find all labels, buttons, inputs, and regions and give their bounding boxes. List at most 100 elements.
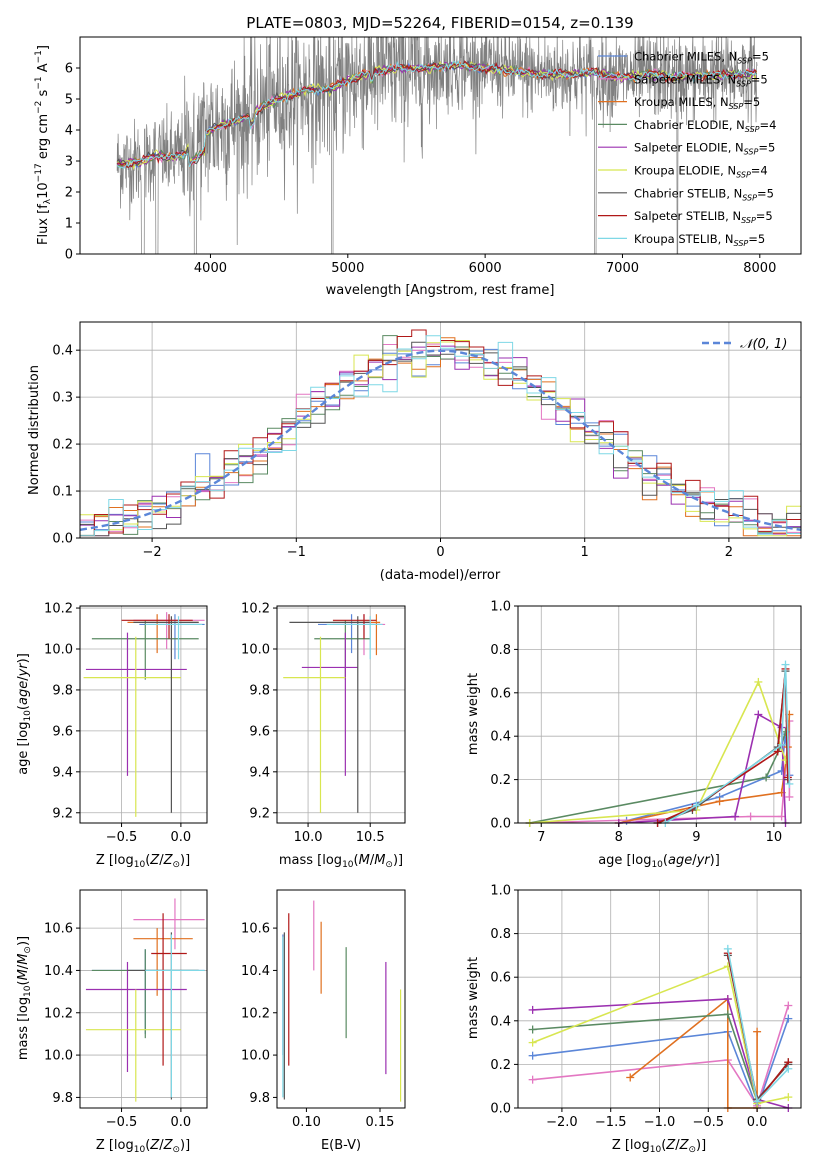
weight-vs-age-ytick-label: 0.8 xyxy=(490,643,511,658)
age-vs-Z-xtick-label: −0.5 xyxy=(106,830,138,845)
spectrum-model-kroupa-stelib xyxy=(116,60,757,170)
spectrum-panel: 4000 5000 6000 7000 8000 0 1 2 3 4 5 6 wavelength [… xyxy=(34,36,802,298)
mass-vs-ebv-frame xyxy=(276,889,406,1109)
age-vs-mass-ytick-label: 10.2 xyxy=(241,602,270,617)
mass-vs-Z-xlabel: Z [log10(Z/Z⊙)] xyxy=(96,1138,190,1155)
age-vs-mass-xtick-label: 10.5 xyxy=(356,830,385,845)
weight-vs-Z-panel: −2.0 −1.5 −1.0 −0.5 0.0 0.0 0.2 0.4 0.6 0.8 1.0 Z … xyxy=(466,884,802,1155)
residuals-xtick-label: 1 xyxy=(581,545,589,560)
weight-vs-Z-line-kroupa-stelib xyxy=(727,948,789,1104)
weight-vs-Z-marker-kroupa-stelib xyxy=(723,944,732,953)
age-vs-Z-frame xyxy=(79,605,208,824)
mass-vs-ebv-ytick-label: 10.0 xyxy=(241,1049,270,1064)
mass-vs-Z-ticks: −0.5 0.0 9.8 10.0 10.2 10.4 10.6 xyxy=(44,922,191,1130)
weight-vs-age-xlabel: age [log10(age/yr)] xyxy=(598,853,720,870)
residuals-xtick-label: 0 xyxy=(436,545,444,560)
mass-vs-Z-plot-area xyxy=(80,890,207,1108)
mass-vs-ebv-ticks: 0.10 0.15 9.8 10.0 10.2 10.4 10.6 xyxy=(241,922,394,1130)
weight-vs-Z-ytick-label: 1.0 xyxy=(490,884,511,899)
age-vs-Z-ylabel: age [log10(age/yr)] xyxy=(16,653,33,775)
spectrum-xtick-label: 5000 xyxy=(331,261,364,276)
mass-vs-ebv-xtick-label: 0.15 xyxy=(366,1115,395,1130)
spectrum-xtick-label: 6000 xyxy=(469,261,502,276)
mass-vs-Z-ytick-label: 10.2 xyxy=(44,1006,73,1021)
spectrum-xtick-label: 8000 xyxy=(743,261,776,276)
spectrum-ticks: 4000 5000 6000 7000 8000 0 1 2 3 4 5 6 xyxy=(65,62,777,277)
mass-vs-Z-ylabel: mass [log10(M/M⊙)] xyxy=(16,936,33,1060)
mass-vs-ebv-ytick-label: 9.8 xyxy=(249,1091,270,1106)
weight-vs-age-xtick-label: 9 xyxy=(692,830,700,845)
weight-vs-age-ytick-label: 0.4 xyxy=(490,730,511,745)
weight-vs-age-ytick-label: 0.0 xyxy=(490,817,511,832)
age-vs-mass-points xyxy=(283,614,386,813)
weight-vs-Z-marker-kroupa-miles xyxy=(753,1027,762,1036)
age-vs-mass-ytick-label: 9.2 xyxy=(249,806,270,821)
age-vs-mass-plot-area xyxy=(277,606,405,823)
weight-vs-age-lines xyxy=(525,660,794,827)
weight-vs-Z-marker-salpeter-miles xyxy=(784,1001,793,1010)
age-vs-mass-xlabel: mass [log10(M/M⊙)] xyxy=(279,853,403,870)
weight-vs-age-marker-salpeter-elodie xyxy=(754,710,763,719)
mass-vs-ebv-ytick-label: 10.4 xyxy=(241,964,270,979)
residuals-legend: 𝒩(0, 1) xyxy=(702,337,787,352)
age-vs-Z-ytick-label: 9.2 xyxy=(52,806,73,821)
weight-vs-Z-marker-kroupa-miles xyxy=(626,1073,635,1082)
spectrum-lines xyxy=(116,37,758,254)
spectrum-data-line xyxy=(116,37,758,254)
weight-vs-age-marker-chabrier-elodie xyxy=(762,773,771,782)
weight-vs-Z-marker-chabrier-miles xyxy=(528,1051,537,1060)
legend-label: Chabrier MILES, NSSP=5 xyxy=(634,50,769,66)
weight-vs-Z-line-chabrier-miles xyxy=(532,1018,790,1111)
mass-vs-ebv-points xyxy=(282,900,402,1102)
legend-label: Chabrier ELODIE, NSSP=4 xyxy=(634,118,776,134)
residuals-ylabel: Normed distribution xyxy=(27,365,42,495)
weight-vs-age-marker-kroupa-stelib xyxy=(777,740,786,749)
age-vs-mass-ytick-label: 9.4 xyxy=(249,765,270,780)
age-vs-Z-ytick-label: 9.6 xyxy=(52,724,73,739)
weight-vs-age-marker-salpeter-stelib xyxy=(773,747,782,756)
legend-label: Salpeter ELODIE, NSSP=5 xyxy=(634,141,775,157)
mass-vs-Z-ytick-label: 10.6 xyxy=(44,922,73,937)
weight-vs-Z-marker-chabrier-elodie xyxy=(723,1010,732,1019)
residuals-panel: −2 −1 0 1 2 0.0 0.1 0.2 0.3 0.4 (data-model)/erro… xyxy=(27,321,802,583)
residuals-ytick-label: 0.0 xyxy=(52,532,73,547)
weight-vs-age-line-kroupa-stelib xyxy=(664,664,791,824)
spectrum-ytick-label: 6 xyxy=(65,62,73,77)
weight-vs-Z-ytick-label: 0.8 xyxy=(490,927,511,942)
residuals-ticks: −2 −1 0 1 2 0.0 0.1 0.2 0.3 0.4 xyxy=(52,344,733,560)
legend-label: Chabrier STELIB, NSSP=5 xyxy=(634,186,774,202)
weight-vs-age-line-salpeter-stelib xyxy=(657,668,789,824)
weight-vs-Z-xtick-label: 0.0 xyxy=(747,1115,768,1130)
weight-vs-age-marker-kroupa-stelib xyxy=(781,660,790,669)
mass-vs-Z-ytick-label: 10.0 xyxy=(44,1049,73,1064)
spectrum-ylabel: Flux [fλ10−17 erg cm−2 s−1 A−1] xyxy=(34,45,53,245)
figure-title: PLATE=0803, MJD=52264, FIBERID=0154, z=0… xyxy=(246,14,633,32)
spectrum-xtick-label: 4000 xyxy=(194,261,227,276)
mass-vs-Z-ytick-label: 10.4 xyxy=(44,964,73,979)
weight-vs-age-line-kroupa-miles xyxy=(618,714,791,824)
spectrum-xlabel: wavelength [Angstrom, rest frame] xyxy=(326,283,555,298)
weight-vs-age-ytick-label: 0.2 xyxy=(490,773,511,788)
weight-vs-Z-plot-area xyxy=(518,889,801,1112)
weight-vs-Z-xtick-label: −1.0 xyxy=(644,1115,676,1130)
weight-vs-Z-marker-salpeter-elodie xyxy=(723,995,732,1003)
weight-vs-Z-marker-kroupa-elodie xyxy=(784,1093,793,1102)
legend-label: Salpeter STELIB, NSSP=5 xyxy=(634,209,773,225)
weight-vs-age-ylabel: mass weight xyxy=(466,673,481,755)
age-vs-Z-ticks: −0.5 0.0 9.2 9.4 9.6 9.8 10.0 10.2 xyxy=(44,602,191,845)
legend-label: Kroupa STELIB, NSSP=5 xyxy=(634,232,765,248)
mass-vs-ebv-ytick-label: 10.2 xyxy=(241,1006,270,1021)
normal-legend-label: 𝒩(0, 1) xyxy=(740,337,787,352)
residuals-xlabel: (data-model)/error xyxy=(380,568,501,583)
weight-vs-age-ytick-label: 1.0 xyxy=(490,600,511,615)
spectrum-plot-area xyxy=(116,37,758,254)
legend-label: Salpeter MILES, NSSP=5 xyxy=(634,72,768,88)
spectrum-ytick-label: 4 xyxy=(65,124,73,139)
residuals-hist-kroupa-stelib xyxy=(80,335,801,537)
weight-vs-Z-marker-kroupa-stelib xyxy=(784,1064,793,1073)
weight-vs-Z-marker-chabrier-elodie xyxy=(528,1025,537,1034)
normal-curve xyxy=(80,349,801,531)
age-vs-mass-ytick-label: 9.8 xyxy=(249,683,270,698)
weight-vs-age-line-chabrier-elodie xyxy=(529,731,787,824)
